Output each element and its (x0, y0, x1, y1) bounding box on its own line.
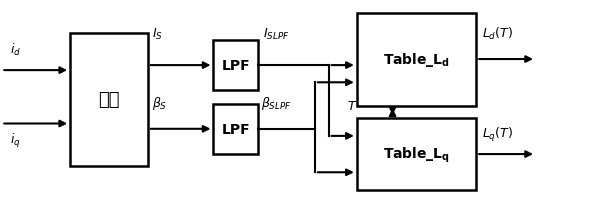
FancyBboxPatch shape (214, 41, 258, 91)
FancyBboxPatch shape (70, 34, 148, 166)
Text: $\beta_{SLPF}$: $\beta_{SLPF}$ (261, 94, 292, 111)
FancyBboxPatch shape (357, 13, 476, 106)
Text: $L_d(T)$: $L_d(T)$ (482, 26, 514, 42)
Text: 公式: 公式 (98, 91, 119, 109)
Text: $i_q$: $i_q$ (10, 131, 21, 149)
Text: $L_q(T)$: $L_q(T)$ (482, 125, 514, 143)
Text: $T$: $T$ (347, 99, 357, 112)
Text: Table_$\mathbf{L_d}$: Table_$\mathbf{L_d}$ (383, 51, 450, 69)
Text: $i_d$: $i_d$ (10, 42, 22, 58)
FancyBboxPatch shape (214, 104, 258, 154)
Text: $I_S$: $I_S$ (152, 27, 163, 42)
FancyBboxPatch shape (357, 118, 476, 191)
Text: LPF: LPF (221, 59, 250, 73)
Text: $I_{SLPF}$: $I_{SLPF}$ (263, 27, 290, 42)
Text: Table_$\mathbf{L_q}$: Table_$\mathbf{L_q}$ (383, 145, 450, 164)
Text: $\beta_S$: $\beta_S$ (152, 94, 167, 111)
Text: LPF: LPF (221, 122, 250, 136)
